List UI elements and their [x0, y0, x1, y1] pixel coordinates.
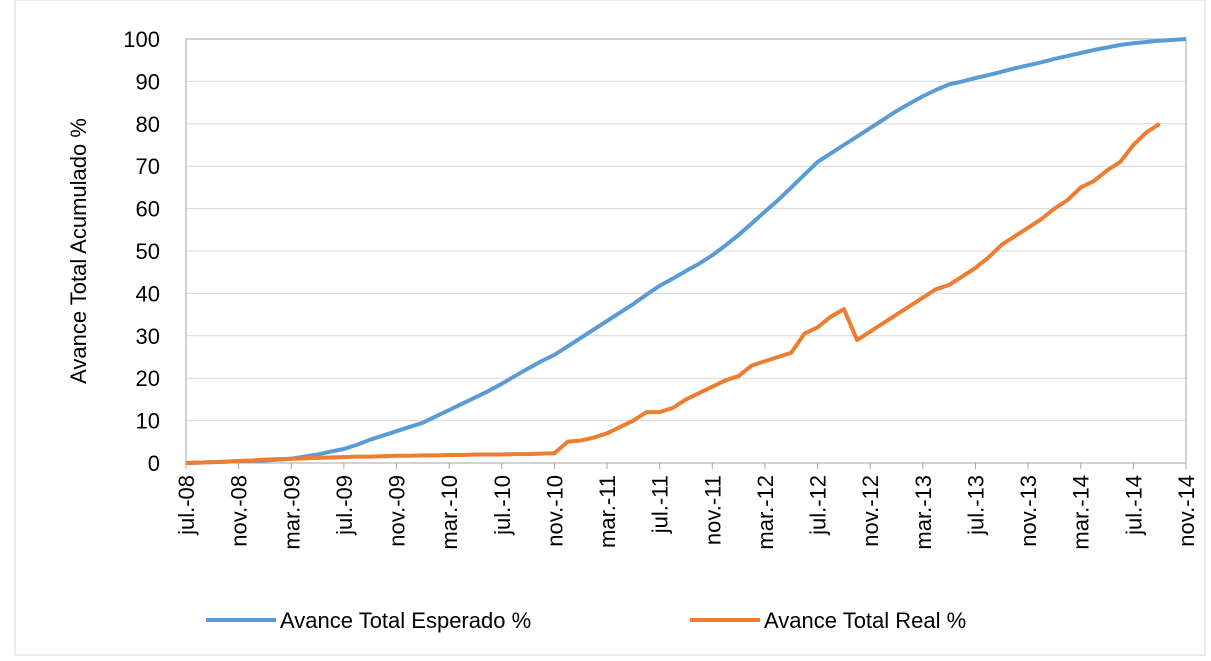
- x-tick-label: nov.-10: [542, 475, 567, 547]
- x-tick-label: mar.-13: [911, 475, 936, 550]
- x-tick-label: mar.-10: [437, 475, 462, 550]
- y-tick-label: 50: [136, 239, 160, 264]
- series-line: [185, 122, 1161, 465]
- y-tick-label: 0: [148, 451, 160, 476]
- x-tick-label: mar.-14: [1069, 475, 1094, 550]
- x-tick-label: jul.-11: [648, 475, 673, 534]
- y-tick-label: 90: [136, 69, 160, 94]
- plot-border: [185, 38, 1187, 464]
- x-tick-label: jul.-09: [332, 475, 357, 536]
- y-tick-label: 70: [136, 154, 160, 179]
- x-tick-label: nov.-11: [700, 475, 725, 545]
- x-tick-label: mar.-11: [595, 475, 620, 548]
- x-tick-label: nov.-09: [385, 475, 410, 547]
- x-tick-label: jul.-10: [490, 475, 515, 536]
- x-tick-label: jul.-13: [963, 475, 988, 536]
- y-axis-label: Avance Total Acumulado %: [66, 118, 91, 384]
- y-tick-label: 60: [136, 197, 160, 222]
- y-tick-label: 30: [136, 324, 160, 349]
- x-tick-label: jul.-08: [174, 475, 199, 536]
- x-tick-label: jul.-14: [1121, 475, 1146, 536]
- y-tick-label: 80: [136, 112, 160, 137]
- x-tick-label: nov.-13: [1016, 475, 1041, 547]
- y-tick-label: 10: [136, 409, 160, 434]
- y-tick-label: 100: [123, 27, 160, 52]
- x-tick-label: jul.-12: [806, 475, 831, 536]
- y-tick-label: 40: [136, 281, 160, 306]
- legend-label: Avance Total Real %: [764, 608, 966, 633]
- series-line: [185, 37, 1187, 465]
- x-tick-label: nov.-08: [227, 475, 252, 547]
- x-tick-label: nov.-12: [858, 475, 883, 547]
- x-tick-label: nov.-14: [1174, 475, 1199, 547]
- x-tick-label: mar.-09: [279, 475, 304, 550]
- y-tick-label: 20: [136, 366, 160, 391]
- x-tick-label: mar.-12: [753, 475, 778, 550]
- chart-frame: [14, 0, 1206, 656]
- legend-label: Avance Total Esperado %: [280, 608, 531, 633]
